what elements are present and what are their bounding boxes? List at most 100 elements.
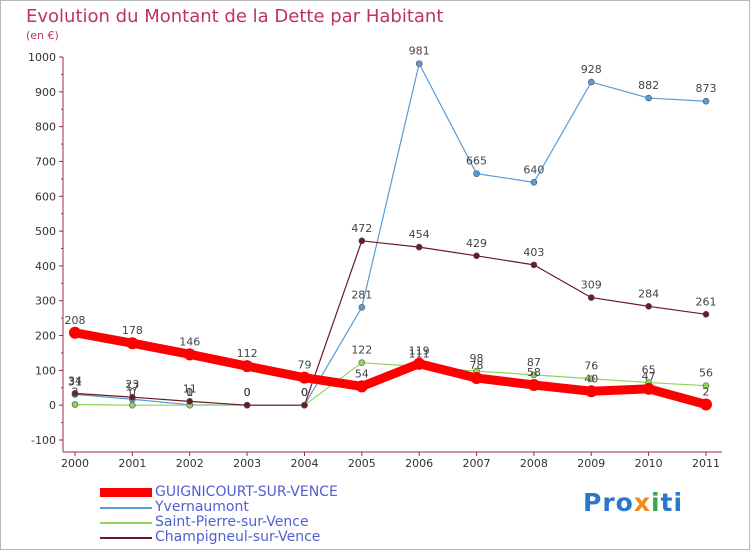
chart-title: Evolution du Montant de la Dette par Hab… (26, 6, 444, 27)
data-label: 111 (409, 348, 430, 361)
data-label: 78 (470, 359, 484, 372)
data-point (241, 360, 254, 373)
y-tick-label: 700 (35, 155, 56, 168)
data-point (587, 375, 595, 383)
legend-item: Champigneul-sur-Vence (100, 530, 338, 545)
x-tick-label: 2003 (233, 457, 261, 470)
data-point (129, 401, 136, 409)
data-label: 122 (351, 344, 372, 357)
data-point (470, 372, 483, 385)
data-label: 65 (642, 364, 656, 377)
x-tick-label: 2008 (520, 457, 548, 470)
data-label: 0 (301, 386, 308, 399)
data-point (587, 294, 595, 301)
logo-part: Pro (583, 488, 634, 517)
data-point (358, 304, 366, 311)
data-point (530, 261, 538, 269)
legend-label: Yvernaumont (155, 499, 249, 515)
y-tick-label: 900 (35, 86, 56, 99)
data-point (183, 348, 196, 361)
chart-legend: GUIGNICOURT-SUR-VENCE Yvernaumont Saint-Pi… (100, 485, 338, 545)
data-point (530, 179, 538, 186)
data-label: 640 (523, 163, 544, 176)
y-tick-label: 500 (35, 225, 56, 238)
legend-swatch (100, 536, 152, 539)
data-label: 2 (703, 385, 710, 398)
y-tick-label: 1000 (28, 51, 56, 64)
logo-part: ti (660, 488, 684, 517)
y-tick-label: 200 (35, 330, 56, 343)
data-label: 261 (696, 295, 717, 308)
data-point (700, 398, 712, 411)
data-point (71, 401, 79, 408)
data-label: 454 (409, 228, 430, 241)
data-point (415, 243, 423, 251)
data-label: 23 (125, 378, 139, 391)
data-point (473, 252, 480, 260)
x-tick-label: 2001 (118, 457, 146, 470)
data-label: 0 (301, 386, 308, 399)
data-point (702, 382, 710, 389)
data-label: 1 (186, 386, 193, 399)
series-line (74, 63, 707, 406)
x-tick-label: 2006 (405, 457, 433, 470)
legend-item: GUIGNICOURT-SUR-VENCE (100, 485, 338, 500)
data-label: 472 (351, 222, 372, 235)
data-point (645, 302, 652, 310)
legend-item: Yvernaumont (100, 500, 338, 515)
data-label: 0 (301, 386, 308, 399)
data-label: 178 (122, 324, 143, 337)
legend-swatch (100, 488, 152, 497)
y-tick-label: 600 (35, 190, 56, 203)
data-point (415, 60, 423, 67)
legend-swatch (100, 521, 152, 524)
proxiti-logo: Proxiti (583, 488, 683, 517)
data-point (129, 393, 136, 401)
logo-part: i (650, 488, 661, 517)
x-tick-label: 2011 (692, 457, 720, 470)
data-label: 146 (179, 335, 200, 348)
series-line (74, 240, 707, 406)
data-label: 11 (183, 382, 197, 395)
y-tick-label: 400 (35, 260, 56, 273)
data-point (527, 378, 540, 391)
data-label: 56 (699, 367, 713, 380)
data-point (358, 237, 366, 245)
series-line (70, 328, 711, 409)
chart-subtitle: (en €) (26, 29, 59, 42)
legend-label: Champigneul-sur-Vence (155, 529, 321, 545)
data-label: 76 (584, 360, 598, 373)
data-point (702, 311, 710, 318)
y-tick-label: -100 (31, 434, 56, 447)
y-tick-label: 0 (49, 399, 56, 412)
data-label: 882 (638, 79, 659, 92)
data-point (585, 385, 598, 398)
data-label: 0 (244, 386, 251, 399)
data-label: 40 (584, 372, 598, 385)
data-label: 112 (237, 347, 258, 360)
data-label: 0 (129, 386, 136, 399)
y-tick-label: 100 (35, 364, 56, 377)
y-tick-label: 800 (35, 121, 56, 134)
legend-label: GUIGNICOURT-SUR-VENCE (155, 484, 338, 500)
data-point (358, 359, 366, 367)
data-point (126, 337, 139, 350)
data-point (413, 357, 426, 370)
x-tick-label: 2009 (577, 457, 605, 470)
data-point (355, 380, 368, 393)
logo-part: x (633, 488, 651, 517)
data-point (71, 390, 79, 397)
data-label: 928 (581, 63, 602, 76)
data-point (298, 371, 311, 384)
data-label: 309 (581, 279, 602, 292)
series-line (74, 362, 707, 406)
x-tick-label: 2010 (635, 457, 663, 470)
data-point (473, 170, 480, 177)
data-label: 79 (297, 359, 311, 372)
data-label: 34 (68, 374, 82, 387)
x-tick-label: 2004 (290, 457, 318, 470)
data-point (69, 326, 81, 339)
data-label: 47 (642, 370, 656, 383)
x-tick-label: 2005 (348, 457, 376, 470)
